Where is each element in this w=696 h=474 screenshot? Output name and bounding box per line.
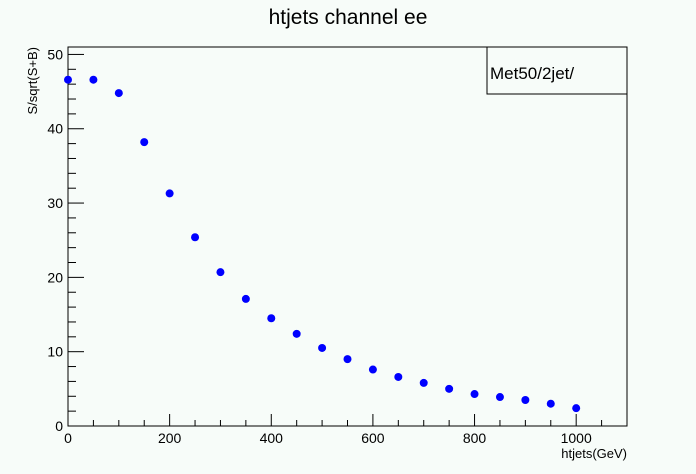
y-tick-label: 0 bbox=[55, 418, 63, 434]
x-tick-label: 0 bbox=[64, 430, 72, 446]
data-point bbox=[546, 399, 555, 408]
y-tick-label: 40 bbox=[47, 121, 63, 137]
data-point bbox=[445, 384, 454, 393]
data-point bbox=[318, 343, 327, 352]
legend-box: Met50/2jet/ bbox=[486, 46, 628, 95]
legend-text: Met50/2jet/ bbox=[490, 64, 574, 83]
x-tick-label: 400 bbox=[260, 430, 284, 446]
x-tick-label: 600 bbox=[361, 430, 385, 446]
data-point bbox=[292, 329, 301, 338]
data-point bbox=[64, 75, 72, 84]
y-axis: 0 10 20 30 40 50 bbox=[47, 46, 84, 434]
data-point bbox=[572, 404, 581, 413]
data-points bbox=[64, 75, 581, 413]
data-point bbox=[521, 395, 530, 404]
data-point bbox=[165, 189, 174, 198]
data-point bbox=[216, 268, 225, 277]
y-tick-label: 20 bbox=[47, 269, 63, 285]
x-tick-label: 200 bbox=[158, 430, 182, 446]
data-point bbox=[191, 233, 200, 242]
data-point bbox=[419, 378, 428, 387]
data-point bbox=[470, 390, 479, 399]
data-point bbox=[343, 355, 352, 364]
data-point bbox=[241, 294, 250, 303]
data-point bbox=[368, 365, 377, 374]
data-point bbox=[89, 75, 98, 84]
x-tick-label: 1000 bbox=[561, 430, 592, 446]
plot-frame bbox=[67, 46, 628, 427]
data-point bbox=[495, 393, 504, 402]
data-point bbox=[114, 89, 123, 98]
data-point bbox=[394, 372, 403, 381]
data-point bbox=[140, 138, 149, 147]
y-tick-label: 30 bbox=[47, 195, 63, 211]
x-axis-label: htjets(GeV) bbox=[561, 446, 627, 461]
data-point bbox=[267, 314, 276, 323]
x-tick-label: 800 bbox=[463, 430, 487, 446]
y-tick-label: 50 bbox=[47, 46, 63, 62]
y-tick-label: 10 bbox=[47, 344, 63, 360]
legend-frame bbox=[486, 46, 628, 95]
x-axis: 0 200 400 600 800 1000 bbox=[64, 414, 628, 446]
y-axis-label: S/sqrt(S+B) bbox=[25, 47, 40, 115]
chart-title: htjets channel ee bbox=[269, 6, 428, 29]
